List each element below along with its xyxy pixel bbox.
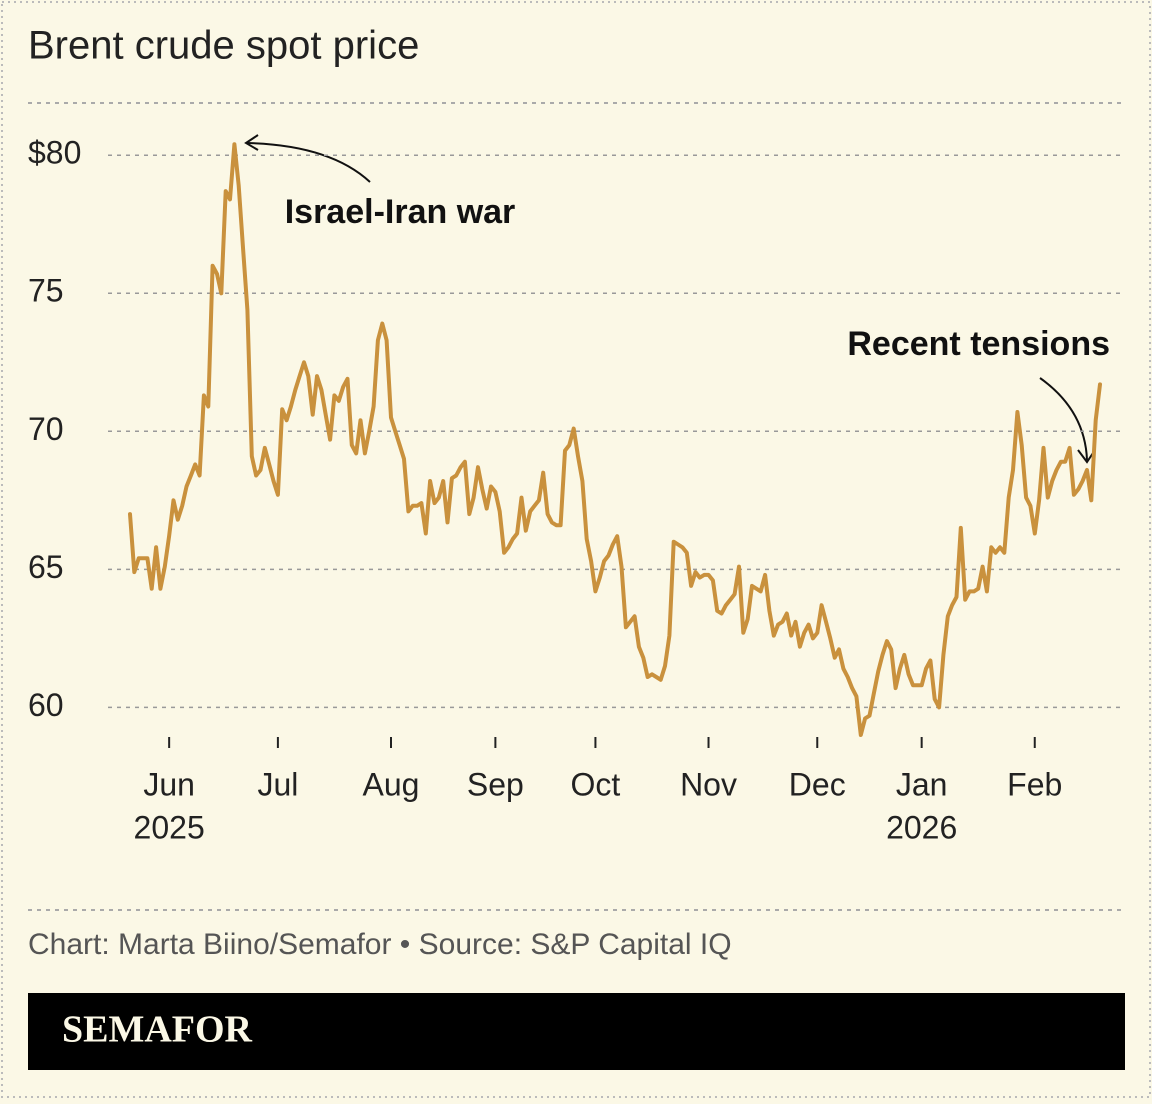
annotation-arrow	[1039, 377, 1088, 461]
x-tick-label: Aug	[363, 766, 420, 802]
x-year-label: 2026	[886, 809, 957, 845]
x-tick-label: Nov	[680, 766, 737, 802]
x-tick-label: Oct	[571, 766, 621, 802]
x-tick-label: Feb	[1007, 766, 1062, 802]
brand-bar	[28, 993, 1125, 1070]
annotation-arrowhead	[244, 134, 259, 151]
annotation-arrow	[246, 142, 371, 183]
y-tick-label: 65	[28, 549, 64, 585]
y-tick-label: 70	[28, 411, 64, 447]
x-year-label: 2025	[134, 809, 205, 845]
y-tick-label: $80	[28, 135, 81, 171]
annotation: Israel-Iran war	[285, 193, 516, 231]
x-tick-label: Dec	[789, 766, 846, 802]
y-tick-label: 75	[28, 273, 64, 309]
x-tick-label: Jun	[143, 766, 195, 802]
x-tick-label: Jul	[257, 766, 298, 802]
annotation: Recent tensions	[847, 325, 1110, 363]
x-tick-label: Jan	[896, 766, 948, 802]
price-line	[128, 142, 1102, 737]
x-tick-label: Sep	[467, 766, 524, 802]
brand-logo: SEMAFOR	[62, 1009, 253, 1051]
chart-title: Brent crude spot price	[28, 24, 419, 68]
source-note: Chart: Marta Biino/Semafor • Source: S&P…	[28, 928, 732, 961]
y-tick-label: 60	[28, 687, 64, 723]
